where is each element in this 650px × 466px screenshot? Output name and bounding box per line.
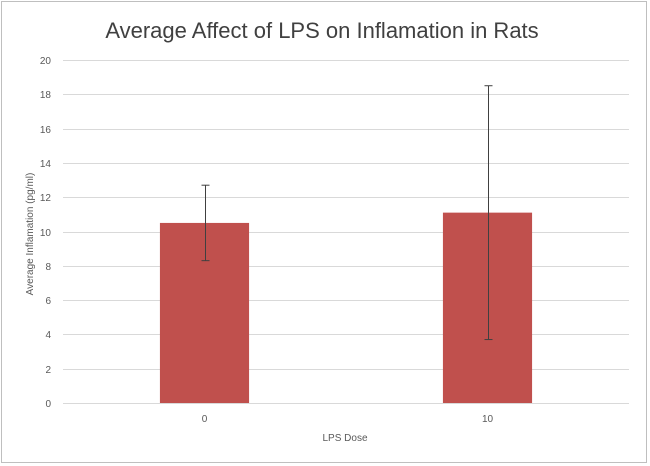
bar-0 [159, 222, 250, 403]
y-tick-label-10: 10 [40, 228, 52, 239]
bars [159, 212, 533, 403]
chart-title: Average Affect of LPS on Inflamation in … [105, 18, 538, 43]
y-tick-label-14: 14 [40, 159, 52, 170]
x-axis-label: LPS Dose [322, 433, 367, 444]
y-tick-label-6: 6 [45, 296, 51, 307]
y-tick-labels: 0 2 4 6 8 10 12 14 16 18 20 [40, 56, 52, 410]
y-tick-label-18: 18 [40, 90, 52, 101]
bar-10 [442, 212, 533, 403]
y-tick-label-8: 8 [45, 262, 51, 273]
x-tick-label-10: 10 [482, 414, 494, 425]
y-tick-label-16: 16 [40, 125, 52, 136]
x-tick-labels: 0 10 [202, 414, 494, 425]
y-tick-label-4: 4 [45, 330, 51, 341]
error-bars [201, 85, 493, 341]
y-tick-label-12: 12 [40, 193, 52, 204]
y-tick-label-2: 2 [45, 365, 51, 376]
y-tick-label-0: 0 [45, 399, 51, 410]
y-axis-label: Average Inflamation (pg/ml) [25, 173, 36, 296]
gridlines [63, 60, 629, 404]
x-tick-label-0: 0 [202, 414, 208, 425]
y-tick-label-20: 20 [40, 56, 52, 67]
